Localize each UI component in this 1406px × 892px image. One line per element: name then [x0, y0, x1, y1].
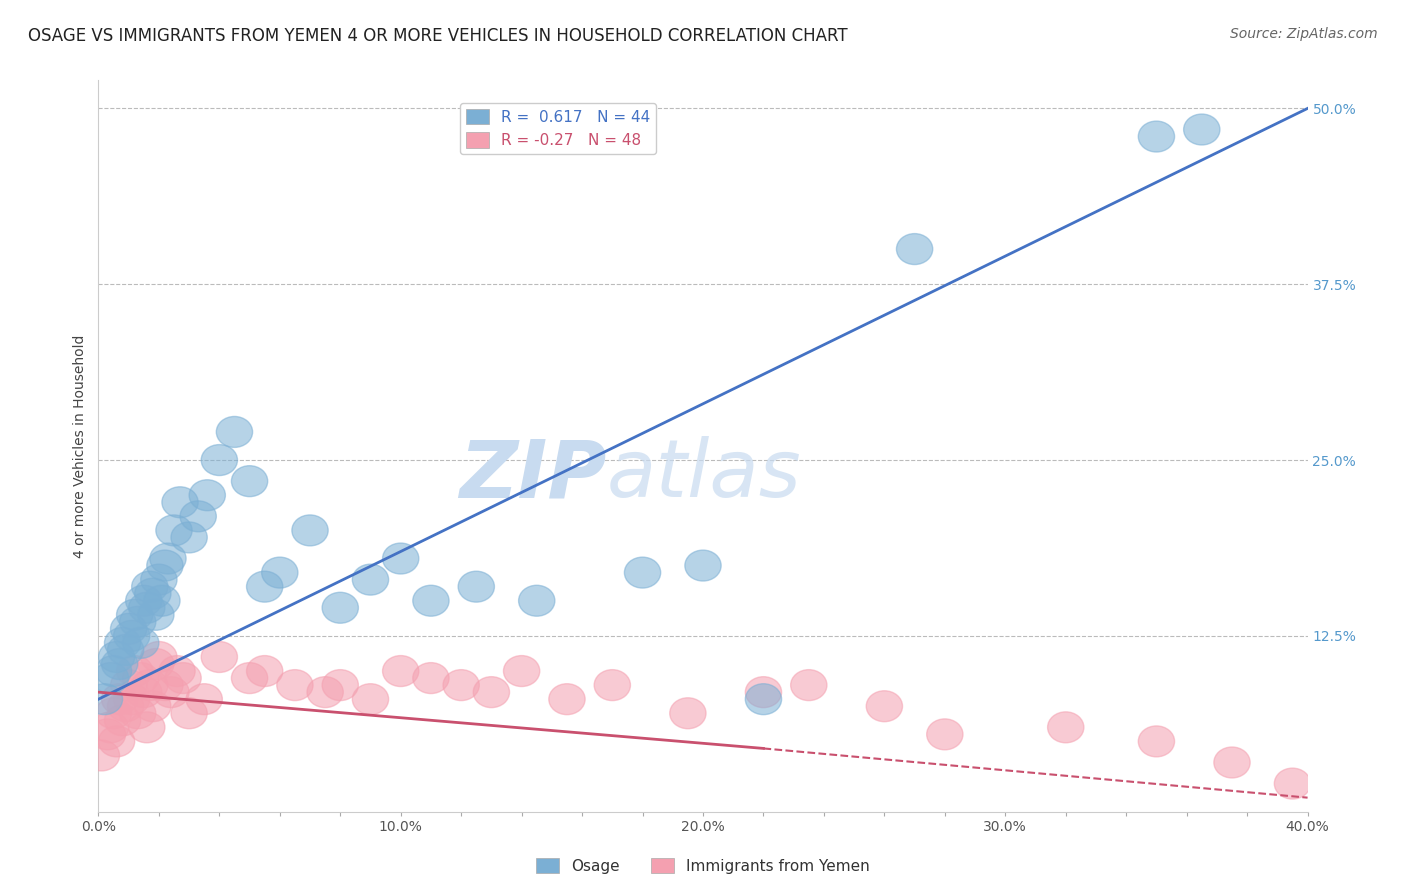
Ellipse shape	[1139, 121, 1174, 152]
Ellipse shape	[104, 705, 141, 736]
Ellipse shape	[122, 663, 159, 694]
Ellipse shape	[262, 558, 298, 588]
Ellipse shape	[503, 656, 540, 687]
Ellipse shape	[132, 670, 167, 700]
Ellipse shape	[307, 677, 343, 707]
Ellipse shape	[156, 515, 193, 546]
Ellipse shape	[745, 677, 782, 707]
Ellipse shape	[745, 683, 782, 714]
Ellipse shape	[669, 698, 706, 729]
Ellipse shape	[146, 670, 183, 700]
Ellipse shape	[125, 585, 162, 616]
Text: ZIP: ZIP	[458, 436, 606, 515]
Ellipse shape	[413, 663, 449, 694]
Ellipse shape	[277, 670, 314, 700]
Ellipse shape	[117, 656, 153, 687]
Ellipse shape	[292, 515, 328, 546]
Ellipse shape	[122, 627, 159, 658]
Ellipse shape	[382, 543, 419, 574]
Ellipse shape	[685, 550, 721, 581]
Text: Source: ZipAtlas.com: Source: ZipAtlas.com	[1230, 27, 1378, 41]
Ellipse shape	[129, 592, 165, 624]
Ellipse shape	[201, 641, 238, 673]
Ellipse shape	[1274, 768, 1310, 799]
Ellipse shape	[201, 444, 238, 475]
Ellipse shape	[93, 712, 129, 743]
Ellipse shape	[172, 698, 207, 729]
Ellipse shape	[98, 726, 135, 756]
Ellipse shape	[1139, 726, 1174, 756]
Ellipse shape	[132, 571, 167, 602]
Ellipse shape	[141, 641, 177, 673]
Ellipse shape	[165, 663, 201, 694]
Ellipse shape	[101, 683, 138, 714]
Ellipse shape	[186, 683, 222, 714]
Ellipse shape	[624, 558, 661, 588]
Ellipse shape	[897, 234, 932, 265]
Ellipse shape	[86, 683, 122, 714]
Ellipse shape	[90, 719, 125, 750]
Text: OSAGE VS IMMIGRANTS FROM YEMEN 4 OR MORE VEHICLES IN HOUSEHOLD CORRELATION CHART: OSAGE VS IMMIGRANTS FROM YEMEN 4 OR MORE…	[28, 27, 848, 45]
Ellipse shape	[1184, 114, 1220, 145]
Ellipse shape	[172, 522, 207, 553]
Ellipse shape	[246, 656, 283, 687]
Ellipse shape	[413, 585, 449, 616]
Ellipse shape	[232, 663, 267, 694]
Ellipse shape	[120, 607, 156, 637]
Ellipse shape	[111, 670, 146, 700]
Ellipse shape	[107, 634, 143, 665]
Ellipse shape	[458, 571, 495, 602]
Ellipse shape	[138, 599, 174, 631]
Ellipse shape	[188, 480, 225, 511]
Ellipse shape	[162, 487, 198, 517]
Ellipse shape	[120, 698, 156, 729]
Ellipse shape	[83, 740, 120, 771]
Ellipse shape	[107, 690, 143, 722]
Ellipse shape	[117, 599, 153, 631]
Ellipse shape	[232, 466, 267, 497]
Ellipse shape	[217, 417, 253, 448]
Ellipse shape	[443, 670, 479, 700]
Ellipse shape	[353, 564, 388, 595]
Ellipse shape	[866, 690, 903, 722]
Y-axis label: 4 or more Vehicles in Household: 4 or more Vehicles in Household	[73, 334, 87, 558]
Text: atlas: atlas	[606, 436, 801, 515]
Ellipse shape	[138, 648, 174, 680]
Ellipse shape	[159, 656, 195, 687]
Ellipse shape	[93, 663, 129, 694]
Ellipse shape	[548, 683, 585, 714]
Ellipse shape	[150, 543, 186, 574]
Ellipse shape	[111, 614, 146, 644]
Ellipse shape	[474, 677, 509, 707]
Ellipse shape	[519, 585, 555, 616]
Ellipse shape	[322, 592, 359, 624]
Ellipse shape	[180, 500, 217, 532]
Legend: Osage, Immigrants from Yemen: Osage, Immigrants from Yemen	[530, 852, 876, 880]
Ellipse shape	[141, 564, 177, 595]
Ellipse shape	[129, 712, 165, 743]
Legend: R =  0.617   N = 44, R = -0.27   N = 48: R = 0.617 N = 44, R = -0.27 N = 48	[460, 103, 657, 154]
Ellipse shape	[927, 719, 963, 750]
Ellipse shape	[96, 656, 132, 687]
Ellipse shape	[353, 683, 388, 714]
Ellipse shape	[382, 656, 419, 687]
Ellipse shape	[98, 641, 135, 673]
Ellipse shape	[114, 683, 150, 714]
Ellipse shape	[1213, 747, 1250, 778]
Ellipse shape	[246, 571, 283, 602]
Ellipse shape	[125, 677, 162, 707]
Ellipse shape	[153, 677, 190, 707]
Ellipse shape	[322, 670, 359, 700]
Ellipse shape	[146, 550, 183, 581]
Ellipse shape	[1047, 712, 1084, 743]
Ellipse shape	[114, 621, 150, 651]
Ellipse shape	[101, 648, 138, 680]
Ellipse shape	[135, 578, 172, 609]
Ellipse shape	[104, 627, 141, 658]
Ellipse shape	[96, 698, 132, 729]
Ellipse shape	[143, 585, 180, 616]
Ellipse shape	[595, 670, 630, 700]
Ellipse shape	[135, 690, 172, 722]
Ellipse shape	[790, 670, 827, 700]
